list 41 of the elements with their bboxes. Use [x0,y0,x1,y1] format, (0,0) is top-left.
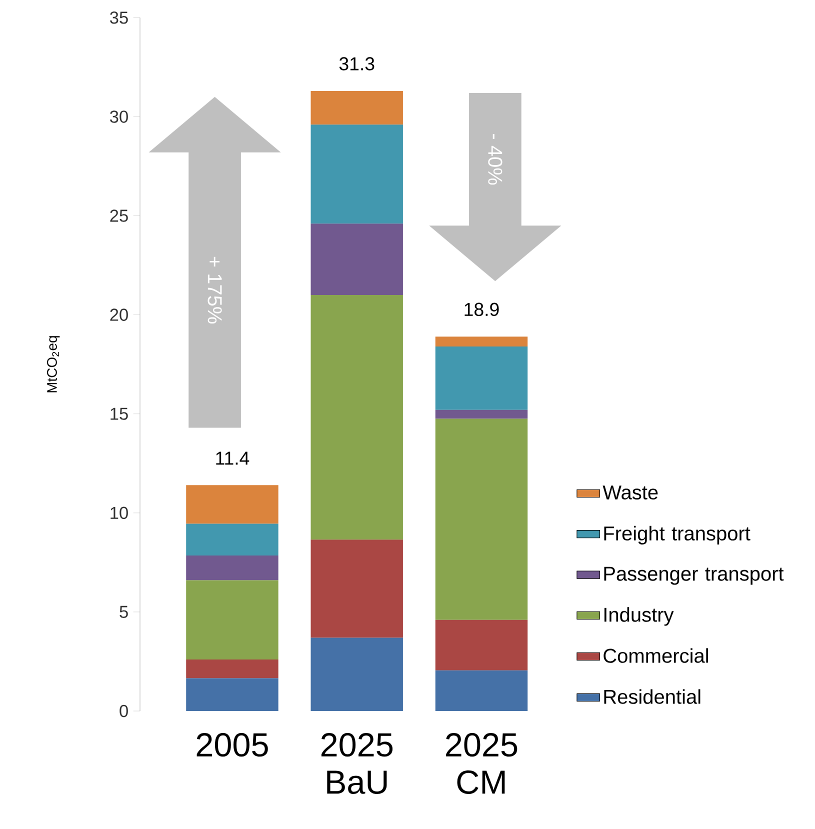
annotation: + 175% [208,256,222,324]
bar [435,410,528,419]
bar [186,524,278,556]
total-label: 11.4 [216,452,250,465]
bar [435,346,528,410]
bar [186,555,278,580]
legend-label: Waste [602,486,658,500]
bar [186,678,278,711]
bar [186,659,278,678]
legend-label: Industry [604,607,674,626]
y-axis-title: MtCO$_{2}$eq [47,336,60,392]
y-tick-label: 15 [110,408,128,420]
y-tick-label: 5 [120,606,128,618]
bar [435,620,528,670]
legend-label: Residential [604,689,700,704]
x-tick-label: 2025 BaU [321,733,393,794]
x-tick-label: 2025 CM [446,733,518,794]
bar [310,90,403,125]
legend-label: Freight transport [604,526,750,544]
y-tick-label: 20 [110,308,128,321]
bar [310,540,403,638]
annotation: - 40% [488,134,502,185]
y-tick-label: 30 [110,110,128,123]
bar [186,485,278,524]
bar [435,336,528,347]
total-label: 18.9 [464,302,499,316]
bar [435,418,528,620]
total-label: 31.3 [339,57,374,70]
bar [435,670,528,711]
legend-label: Commercial [604,648,708,663]
y-tick-label: 35 [110,12,128,24]
bar [310,295,403,540]
bar [310,124,403,224]
y-tick-label: 0 [120,704,128,718]
x-tick-label: 2005 [196,733,268,757]
legend-label: Passenger transport [604,566,784,585]
y-tick-label: 25 [110,210,128,222]
bar [186,580,278,660]
bar [310,638,403,711]
y-tick-label: 10 [110,506,128,520]
bar [310,224,403,295]
